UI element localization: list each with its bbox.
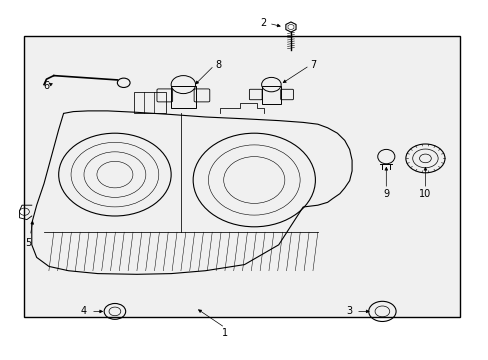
- Text: 4: 4: [81, 306, 87, 316]
- Text: 1: 1: [222, 328, 227, 338]
- Text: 7: 7: [310, 60, 316, 70]
- Text: 5: 5: [25, 238, 31, 248]
- Text: 3: 3: [345, 306, 351, 316]
- Text: 6: 6: [43, 81, 49, 91]
- Text: 9: 9: [383, 189, 388, 199]
- Text: 8: 8: [215, 60, 221, 70]
- Text: 10: 10: [418, 189, 431, 199]
- Text: 2: 2: [260, 18, 266, 28]
- FancyBboxPatch shape: [24, 36, 459, 317]
